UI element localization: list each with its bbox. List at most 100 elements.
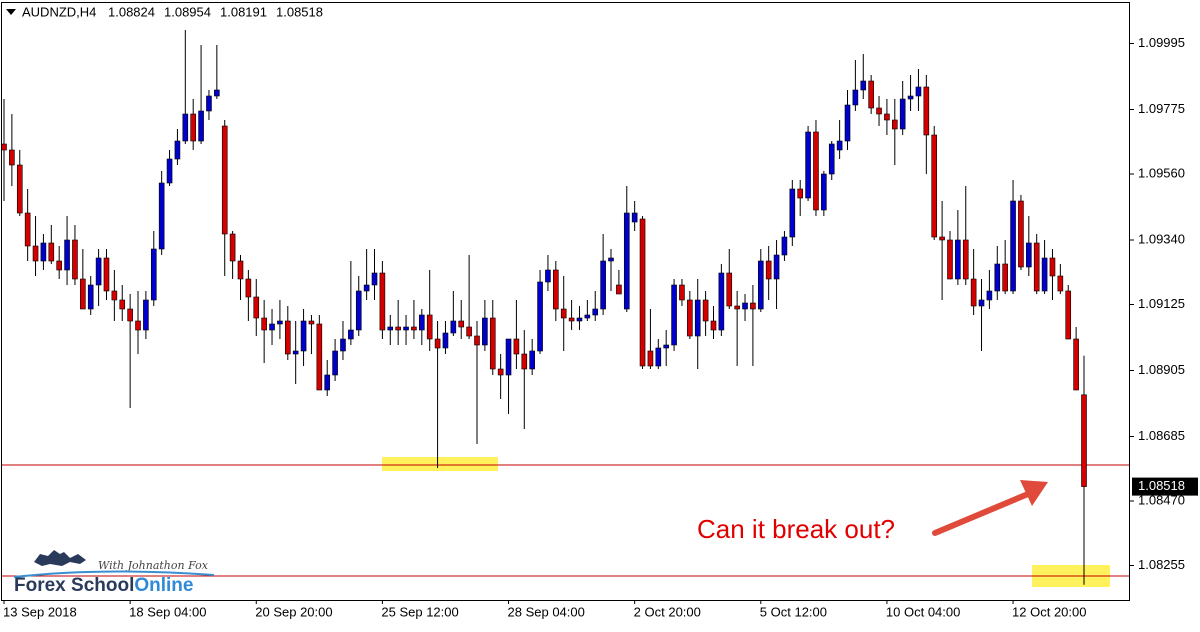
candle-body [442, 332, 449, 349]
candle-body [458, 320, 465, 328]
candle-body [1002, 263, 1008, 292]
candle-body [166, 158, 173, 184]
y-tick-label: 1.09340 [1138, 231, 1185, 246]
candle-body [836, 140, 843, 151]
candle-body [789, 188, 796, 238]
close-value: 1.08518 [276, 4, 323, 19]
x-tick-label: 12 Oct 20:00 [1012, 604, 1086, 619]
candle-body [655, 347, 662, 367]
menu-triangle [6, 9, 16, 15]
candle-body [214, 89, 220, 97]
candle-body [986, 290, 993, 301]
candle-body [64, 239, 70, 271]
candle-body [876, 107, 882, 115]
x-tick-label: 20 Sep 20:00 [255, 604, 332, 619]
candle-body [513, 338, 520, 355]
candle-body [671, 284, 677, 346]
candle-body [1057, 275, 1064, 292]
candle-body [95, 257, 102, 286]
candle-body [608, 257, 614, 262]
candle-body [592, 308, 599, 316]
logo-bulls [34, 550, 86, 566]
candle-body [379, 272, 386, 331]
candle-body [623, 212, 630, 310]
candle-body [994, 263, 1001, 292]
candle-body [923, 86, 930, 136]
x-tick-label: 28 Sep 04:00 [508, 604, 585, 619]
logo-brand: Forex SchoolOnline [14, 575, 193, 596]
candle-body [852, 89, 859, 106]
candle-body [962, 239, 969, 280]
candle-body [434, 338, 441, 349]
candle-body [868, 80, 874, 109]
candle-body [482, 317, 488, 346]
arrow [932, 480, 1048, 536]
candle-body [426, 314, 433, 340]
candle-body [1073, 338, 1079, 391]
candle-body [143, 299, 149, 331]
candle-body [955, 239, 961, 280]
x-tick-label: 25 Sep 12:00 [381, 604, 458, 619]
candle-body [521, 353, 528, 370]
candle-body [726, 272, 733, 307]
candle-body [497, 368, 504, 376]
candle-body [355, 290, 362, 331]
candle-body [111, 290, 118, 301]
candle-body [931, 134, 938, 238]
candle-body [229, 233, 236, 262]
candle-body [48, 242, 55, 262]
price-tag-label: 1.08518 [1138, 478, 1185, 493]
candle-body [844, 104, 851, 142]
y-tick-label: 1.09995 [1138, 35, 1185, 50]
candle-body [907, 95, 914, 100]
candle-body [679, 284, 685, 301]
logo: With Johnathon Fox Forex SchoolOnline [13, 550, 215, 596]
candle-body [269, 323, 275, 331]
candle-body [813, 131, 819, 211]
candle-body [474, 335, 480, 346]
candle-body [537, 281, 543, 352]
candle-body [970, 278, 977, 307]
candle-body [947, 239, 953, 280]
candle-body [694, 299, 701, 337]
candle-body [978, 299, 985, 307]
candle-body [324, 374, 331, 391]
plot-frame [1, 2, 1130, 601]
candle-body [387, 326, 394, 331]
candle-body [340, 338, 346, 352]
high-value: 1.08954 [164, 4, 211, 19]
candle-body [828, 143, 835, 175]
symbol: AUDNZD,H4 [22, 4, 96, 19]
candle-body [277, 320, 283, 325]
candle-body [805, 131, 811, 199]
candle-body [363, 284, 370, 292]
candle-body [182, 113, 189, 142]
candle-body [190, 113, 196, 142]
candle-body [174, 140, 181, 160]
candle-body [584, 314, 591, 319]
candle-body [261, 317, 267, 331]
candle-body [1018, 200, 1024, 268]
candle-body [892, 119, 898, 130]
candle-body [639, 218, 646, 367]
arrow-shaft [932, 491, 1031, 536]
y-tick-label: 1.09560 [1138, 165, 1185, 180]
candle-body [797, 188, 804, 199]
candle-body [1041, 257, 1048, 292]
candle-body [411, 326, 417, 331]
logo-brand-main: Forex School [14, 575, 134, 596]
candle-body [742, 302, 748, 310]
candle-body [158, 182, 165, 250]
open-value: 1.08824 [108, 4, 155, 19]
candle-body [1049, 257, 1056, 277]
candle-body [237, 260, 244, 280]
candle-body [332, 350, 338, 376]
low-value: 1.08191 [220, 4, 267, 19]
x-tick-label: 13 Sep 2018 [3, 604, 77, 619]
candle-body [40, 242, 47, 262]
candle-body [450, 320, 457, 334]
candle-body [1065, 290, 1072, 340]
annotation: Can it break out? [697, 514, 895, 544]
candle-body [821, 173, 827, 211]
